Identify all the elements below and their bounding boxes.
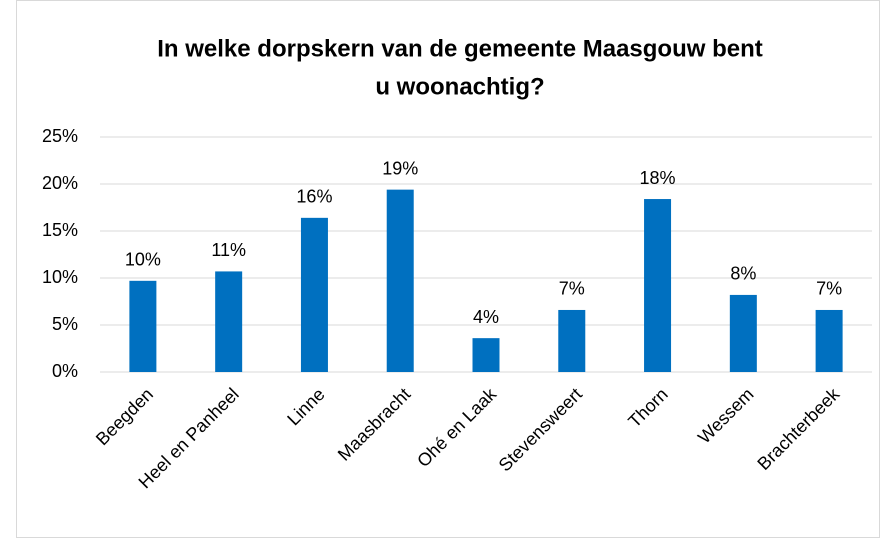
bar bbox=[129, 280, 157, 372]
data-label: 18% bbox=[640, 168, 676, 188]
y-tick-label: 15% bbox=[42, 220, 78, 240]
bar bbox=[386, 189, 414, 372]
data-label: 19% bbox=[382, 158, 418, 178]
y-tick-label: 20% bbox=[42, 173, 78, 193]
data-label: 16% bbox=[296, 187, 332, 207]
y-tick-label: 5% bbox=[52, 314, 78, 334]
y-tick-label: 10% bbox=[42, 267, 78, 287]
y-tick-label: 0% bbox=[52, 361, 78, 381]
bar bbox=[558, 309, 586, 372]
chart-title: u woonachtig? bbox=[375, 73, 544, 100]
data-label: 10% bbox=[125, 250, 161, 270]
data-label: 4% bbox=[473, 307, 499, 327]
data-label: 8% bbox=[730, 264, 756, 284]
chart-title: In welke dorpskern van de gemeente Maasg… bbox=[157, 35, 763, 62]
data-label: 11% bbox=[211, 240, 246, 260]
chart-frame bbox=[16, 0, 880, 538]
data-label: 7% bbox=[816, 279, 842, 299]
bar bbox=[472, 338, 500, 372]
y-tick-label: 25% bbox=[42, 126, 78, 146]
bar bbox=[215, 271, 243, 372]
bar bbox=[815, 309, 843, 372]
bar bbox=[300, 217, 328, 372]
data-label: 7% bbox=[559, 279, 585, 299]
bar bbox=[644, 199, 672, 372]
bar bbox=[729, 294, 757, 372]
